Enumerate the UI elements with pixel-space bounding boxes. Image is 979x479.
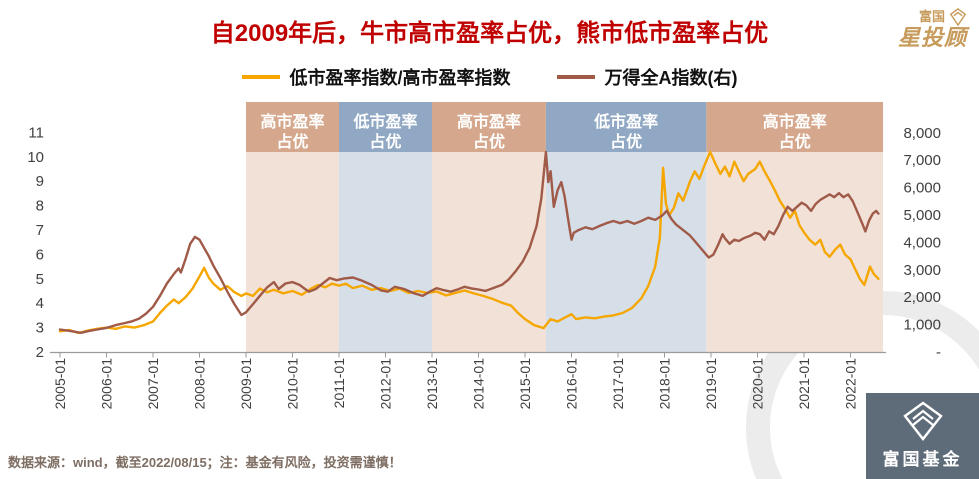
band-label-line1: 高市盈率 [457,112,521,131]
band-label-line2: 占优 [473,132,505,151]
band-header-1 [339,102,432,152]
left-axis-label: 4 [36,295,44,312]
chart-legend: 低市盈率指数/高市盈率指数 万得全A指数(右) [0,64,979,90]
band-label-line1: 高市盈率 [763,112,827,131]
brand-row: 富国 [919,8,967,26]
left-axis-label: 2 [36,344,44,361]
legend-swatch-pe-ratio [241,75,280,79]
legend-label-wind-all-a: 万得全A指数(右) [604,68,738,88]
right-axis-label: - [936,344,941,361]
x-axis-label: 2021-01 [796,358,812,410]
left-axis-label: 10 [27,149,44,166]
corner-logo-text: 富国基金 [882,450,963,469]
x-axis-label: 2006-01 [99,358,115,410]
x-axis-label: 2020-01 [750,358,766,410]
x-axis-label: 2013-01 [424,358,440,410]
x-axis-label: 2019-01 [703,358,719,410]
band-body-1 [339,152,432,352]
fullgoal-shield-icon [902,401,943,441]
brand-product: 星投顾 [897,25,967,50]
source-note: 数据来源：wind，截至2022/08/15；注：基金有风险，投资需谨慎！ [8,455,402,470]
band-label-line1: 低市盈率 [352,112,417,131]
x-axis-label: 2005-01 [52,358,68,410]
x-axis-label: 2018-01 [657,358,673,410]
series-pe-ratio [58,150,880,335]
x-axis-label: 2017-01 [610,358,626,410]
x-axis-label: 2008-01 [192,358,208,410]
x-axis-label: 2011-01 [331,358,347,409]
band-body-0 [246,152,339,352]
left-axis-label: 5 [36,271,44,288]
legend-swatch-wind-all-a [556,75,595,79]
series-wind-all-a [58,150,880,334]
legend-label-pe-ratio: 低市盈率指数/高市盈率指数 [289,68,511,88]
right-axis-label: 3,000 [903,262,941,279]
band-header-0 [246,102,339,152]
x-axis-label: 2022-01 [843,358,859,410]
right-axis-label: 6,000 [903,180,941,197]
left-axis-label: 3 [36,320,44,337]
x-axis-label: 2016-01 [564,358,580,410]
band-label-line2: 占优 [779,132,811,151]
brand-logo: 富国 星投顾 [898,8,967,50]
band-header-4 [706,102,884,152]
left-axis-label: 8 [36,198,44,215]
left-axis-label: 6 [36,246,44,263]
x-axis-label: 2007-01 [145,358,161,410]
band-body-3 [545,152,707,352]
band-header-3 [545,102,707,152]
right-axis-label: 7,000 [903,152,941,169]
band-label-line1: 低市盈率 [593,112,658,131]
band-label-line1: 高市盈率 [260,112,324,131]
brand-shield-icon [949,8,967,26]
left-axis-label: 7 [36,222,44,239]
band-label-line2: 占优 [369,132,401,151]
x-axis-label: 2009-01 [238,358,254,410]
right-axis-label: 1,000 [903,317,941,334]
x-axis-label: 2015-01 [517,358,533,410]
legend-item-wind-all-a: 万得全A指数(右) [556,64,738,90]
left-axis-label: 9 [36,173,44,190]
legend-item-pe-ratio: 低市盈率指数/高市盈率指数 [241,64,511,90]
right-axis-label: 2,000 [903,289,941,306]
band-label-line2: 占优 [276,132,308,151]
corner-logo: 富国基金 [866,393,979,479]
right-axis-label: 4,000 [903,234,941,251]
band-header-2 [432,102,546,152]
band-label-line2: 占优 [610,132,642,151]
right-axis-label: 5,000 [903,207,941,224]
x-axis-label: 2010-01 [285,358,301,410]
x-axis-label: 2014-01 [471,358,487,410]
band-body-4 [706,152,884,352]
page-title: 自2009年后，牛市高市盈率占优，熊市低市盈率占优 [210,20,769,47]
x-axis-label: 2012-01 [378,358,394,410]
left-axis-label: 11 [28,124,44,141]
brand-name: 富国 [918,8,945,24]
right-axis-label: 8,000 [903,125,941,142]
